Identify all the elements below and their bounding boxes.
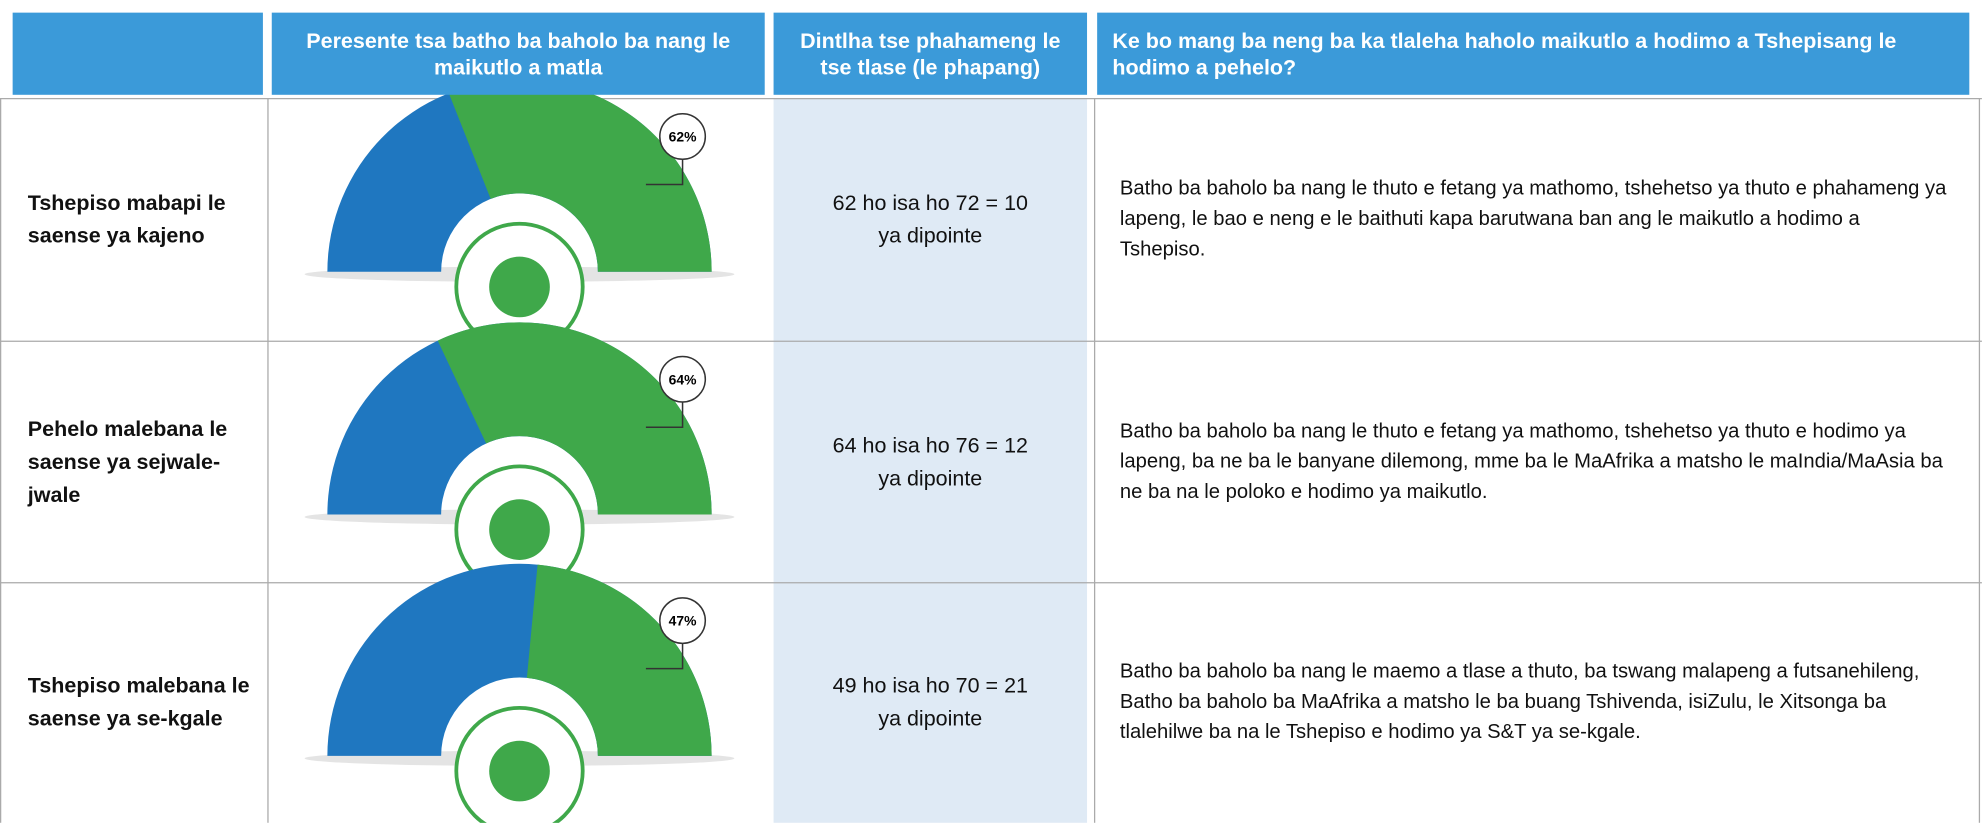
range-text: 49 ho isa ho 70 = 21 ya dipointe bbox=[832, 673, 1028, 731]
row-label: Tshepiso mabapi le saense ya kajeno bbox=[27, 190, 226, 248]
row-label: Tshepiso malebana le saense ya se-kgale bbox=[27, 673, 250, 731]
description: Batho ba baholo ba nang le thuto e fetan… bbox=[1119, 178, 1947, 261]
gauge-value bbox=[448, 79, 712, 272]
leader-line bbox=[645, 401, 684, 428]
description: Batho ba baholo ba nang le maemo a tlase… bbox=[1119, 661, 1920, 744]
percent-label: 64% bbox=[669, 371, 697, 387]
percent-label: 62% bbox=[669, 129, 697, 145]
header-cell: Peresente tsa batho ba baholo ba nang le… bbox=[271, 12, 765, 95]
gauge-value bbox=[526, 564, 712, 756]
percent-label: 47% bbox=[669, 613, 697, 629]
column-shade bbox=[773, 98, 1088, 823]
range-text: 64 ho isa ho 76 = 12 ya dipointe bbox=[832, 432, 1028, 490]
percent-bubble bbox=[659, 355, 707, 403]
icon bbox=[489, 256, 550, 318]
leader-line bbox=[645, 643, 684, 670]
range-text: 62 ho isa ho 72 = 10 ya dipointe bbox=[832, 190, 1028, 248]
header-cell: Ke bo mang ba neng ba ka tlaleha haholo … bbox=[1097, 12, 1970, 95]
corner-header bbox=[12, 12, 263, 95]
leader-line bbox=[645, 159, 684, 186]
description: Batho ba baholo ba nang le thuto e fetan… bbox=[1119, 420, 1943, 503]
gauge-value bbox=[437, 322, 712, 515]
icon bbox=[489, 499, 550, 560]
icon bbox=[489, 740, 550, 802]
percent-bubble bbox=[659, 113, 707, 161]
row-label: Pehelo malebana le saense ya sejwale-jwa… bbox=[27, 416, 228, 507]
header-cell: Dintlha tse phahameng le tse tlase (le p… bbox=[773, 12, 1088, 95]
percent-bubble bbox=[659, 597, 707, 645]
